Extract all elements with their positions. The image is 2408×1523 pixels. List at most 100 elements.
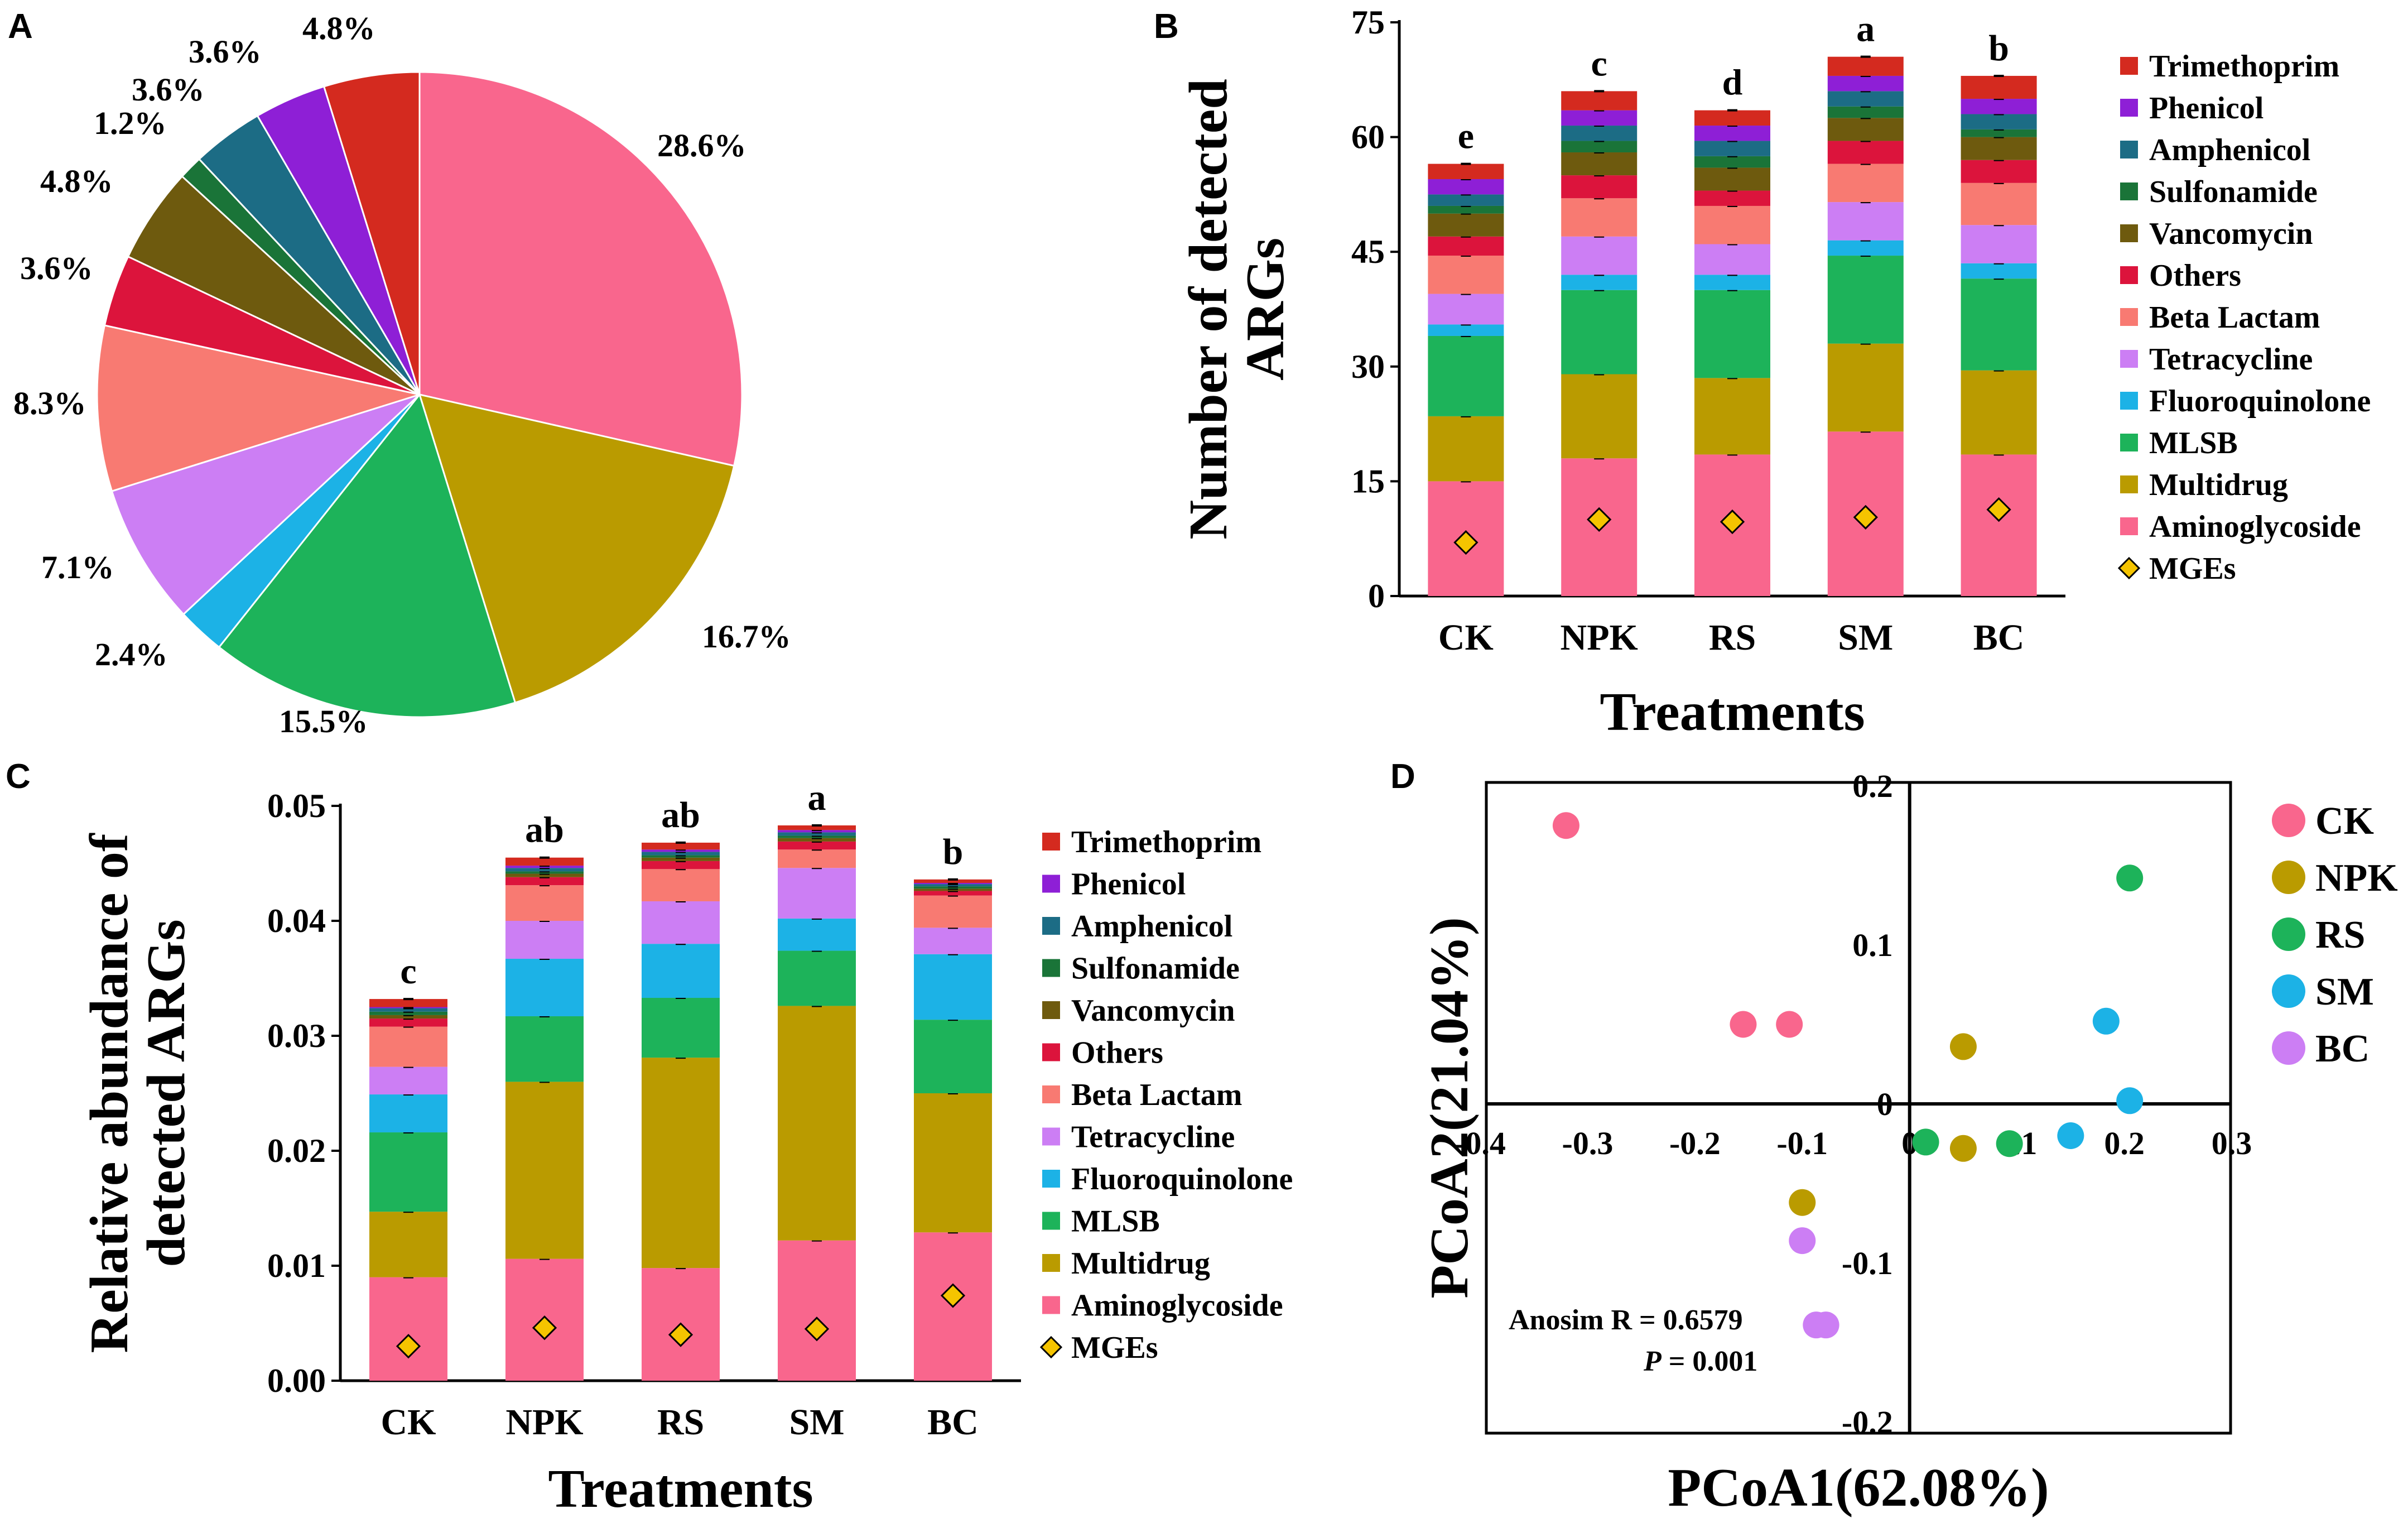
x-axis-title: Treatments <box>1600 682 1865 742</box>
x-tick-label: CK <box>1438 617 1494 658</box>
bar-segment-fluoroquinolone <box>1961 263 2037 279</box>
y-tick-label: 0.01 <box>267 1247 326 1284</box>
legend-swatch-mges <box>2117 556 2141 580</box>
point-sm <box>2057 1122 2084 1149</box>
bar-segment-beta-lactam <box>1961 182 2037 225</box>
bar-segment-fluoroquinolone <box>914 954 992 1020</box>
bar-segment-others <box>1561 175 1638 199</box>
bar-segment-mlsb <box>1561 290 1638 374</box>
mge-marker <box>1453 530 1478 555</box>
y-tick-label: 75 <box>1351 4 1385 41</box>
bar-segment-multidrug <box>369 1212 447 1277</box>
bar-segment-others <box>1827 141 1904 164</box>
bar-segment-vancomycin <box>1694 167 1770 191</box>
bar-segment-tetracycline <box>914 928 992 954</box>
significance-label: b <box>943 832 964 872</box>
bar-segment-amphenicol <box>1694 141 1770 156</box>
y-tick-label: -0.2 <box>1842 1404 1893 1440</box>
bar-segment-trimethoprim <box>1827 56 1904 76</box>
x-tick-label: BC <box>1973 617 2025 658</box>
bar-segment-trimethoprim <box>1428 164 1504 179</box>
bar-segment-beta-lactam <box>1827 164 1904 203</box>
legend-label-ck: CK <box>2315 800 2374 843</box>
legend-label-mlsb: MLSB <box>2149 426 2238 460</box>
bar-segment-tetracycline <box>505 921 584 959</box>
legend-label-amphenicol: Amphenicol <box>2149 133 2310 167</box>
legend-swatch-multidrug <box>2120 475 2138 493</box>
mge-marker <box>1720 509 1745 535</box>
bar-segment-others <box>914 891 992 896</box>
bar-segment-mlsb <box>914 1020 992 1093</box>
legend-label-trimethoprim: Trimethoprim <box>1071 825 1261 859</box>
legend-label-sm: SM <box>2315 971 2374 1013</box>
bar-segment-aminoglycoside <box>369 1277 447 1381</box>
mge-marker <box>668 1322 693 1347</box>
legend-swatch-others <box>2120 266 2138 284</box>
legend-swatch-beta-lactam <box>2120 308 2138 326</box>
mge-marker <box>1853 505 1878 530</box>
legend-swatch-mlsb <box>2120 434 2138 451</box>
bar-segment-phenicol <box>778 830 856 833</box>
mge-marker <box>1986 497 2011 522</box>
x-tick-label: -0.2 <box>1669 1125 1721 1161</box>
x-tick-label: RS <box>657 1402 704 1443</box>
y-tick-label: 0.00 <box>267 1362 326 1399</box>
y-tick-label: 15 <box>1351 463 1385 499</box>
bar-segment-amphenicol <box>1561 126 1638 141</box>
mge-marker <box>396 1334 421 1359</box>
y-tick-label: -0.1 <box>1842 1245 1893 1281</box>
bar-segment-fluoroquinolone <box>369 1094 447 1133</box>
bar-segment-mlsb <box>369 1132 447 1212</box>
y-tick-label: 30 <box>1351 348 1385 385</box>
point-ck <box>1730 1011 1757 1038</box>
legend-marker-rs <box>2272 917 2305 951</box>
bar-segment-vancomycin <box>914 888 992 891</box>
legend-swatch-fluoroquinolone <box>2120 392 2138 410</box>
point-bc <box>1812 1311 1839 1339</box>
y-tick-label: 60 <box>1351 119 1385 156</box>
legend-label-rs: RS <box>2315 914 2365 957</box>
bar-segment-beta-lactam <box>778 849 856 868</box>
legend-swatch-vancomycin <box>2120 224 2138 242</box>
legend-label-trimethoprim: Trimethoprim <box>2149 49 2339 84</box>
legend-marker-ck <box>2272 804 2305 837</box>
y-tick-label: 0.05 <box>267 787 326 824</box>
bar-segment-fluoroquinolone <box>778 918 856 951</box>
bar-segment-vancomycin <box>369 1015 447 1019</box>
stacked-bar-chart-count: 0 15 30 45 60 75 e CK c NPK d RS a SM b BC Treatments Num… <box>1178 4 2371 742</box>
bar-segment-beta-lactam <box>1561 198 1638 237</box>
point-sm <box>2116 1087 2144 1114</box>
legend-label-others: Others <box>2149 258 2241 293</box>
bar-segment-tetracycline <box>1428 294 1504 325</box>
pie-slice-tetracycline <box>110 393 421 616</box>
legend-label-mges: MGEs <box>1071 1330 1158 1365</box>
significance-label: c <box>400 951 416 992</box>
legend-label-aminoglycoside: Aminoglycoside <box>1071 1289 1283 1323</box>
pie-label-fluoroquinolone: 2.4% <box>95 636 168 672</box>
bar-segment-tetracycline <box>1827 202 1904 241</box>
pie-slice-beta-lactam <box>96 324 423 492</box>
legend-label-others: Others <box>1071 1036 1163 1070</box>
legend-swatch-others <box>1042 1043 1060 1061</box>
bar-segment-sulfonamide <box>1827 106 1904 118</box>
legend-swatch-mges <box>1039 1335 1063 1359</box>
bar-segment-mlsb <box>1694 290 1770 378</box>
bar-segment-amphenicol <box>642 852 720 856</box>
significance-label: ab <box>525 810 564 851</box>
y-axis-title-line: Number of detected <box>1178 79 1239 540</box>
y-tick-label: 0.1 <box>1852 927 1893 963</box>
bar-segment-phenicol <box>1694 126 1770 141</box>
legend-swatch-beta-lactam <box>1042 1085 1060 1103</box>
pie-slice-vancomycin <box>127 175 421 396</box>
x-tick-label: NPK <box>1561 617 1638 658</box>
bar-segment-beta-lactam <box>1428 256 1504 294</box>
legend-label-tetracycline: Tetracycline <box>2149 342 2313 377</box>
bar-segment-trimethoprim <box>1961 75 2037 99</box>
x-tick-label: SM <box>789 1402 845 1443</box>
bar-segment-amphenicol <box>1428 194 1504 206</box>
x-tick-label: BC <box>927 1402 979 1443</box>
x-axis-title: PCoA1(62.08%) <box>1668 1458 2049 1518</box>
legend-marker-sm <box>2272 974 2305 1008</box>
legend-label-mlsb: MLSB <box>1071 1204 1160 1239</box>
